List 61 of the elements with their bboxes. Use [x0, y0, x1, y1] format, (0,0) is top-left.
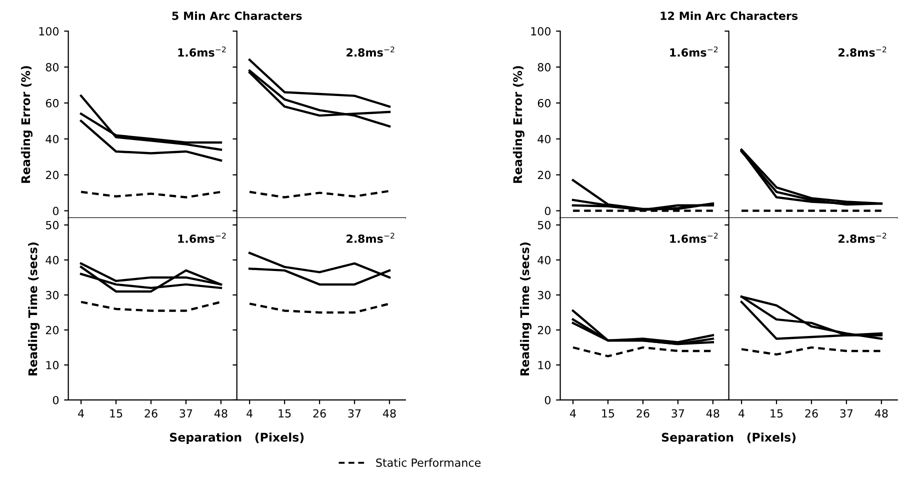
x-tick-label: 15 — [110, 409, 122, 418]
x-tick-label: 37 — [180, 409, 192, 418]
y-tick-label: 50 — [538, 220, 550, 230]
x-tick-label: 15 — [770, 409, 783, 418]
x-tick-label: 37 — [840, 409, 853, 418]
x-tick-label: 48 — [382, 409, 396, 418]
y-axis-title: Reading Time (secs) — [28, 242, 40, 376]
y-tick-label: 0 — [544, 206, 550, 216]
x-tick-label: 4 — [738, 409, 744, 418]
y-tick-label: 100 — [531, 27, 550, 36]
x-tick-label: 4 — [570, 409, 576, 418]
x-tick-label: 15 — [278, 409, 291, 418]
annotation: 2.8ms$^{−2}$ — [838, 46, 886, 57]
x-tick-label: 48 — [214, 409, 228, 418]
x-tick-label: 48 — [706, 409, 720, 418]
annotation: 1.6ms$^{−2}$ — [178, 232, 226, 243]
y-tick-label: 100 — [39, 27, 59, 36]
x-tick-label: 4 — [246, 409, 252, 418]
annotation: 1.6ms$^{−2}$ — [670, 232, 718, 243]
x-tick-label: 26 — [313, 409, 326, 418]
y-tick-label: 80 — [538, 63, 550, 72]
x-tick-label: 26 — [636, 409, 650, 418]
y-tick-label: 30 — [46, 290, 59, 300]
y-tick-label: 10 — [538, 360, 550, 370]
y-tick-label: 20 — [538, 326, 550, 334]
y-tick-label: 40 — [538, 134, 550, 144]
y-tick-label: 0 — [52, 206, 59, 216]
x-axis-title: Separation (Pixels) — [170, 432, 304, 444]
annotation: 2.8ms$^{−2}$ — [346, 46, 394, 57]
y-axis-title: Reading Error (%) — [21, 66, 33, 183]
annotation: 2.8ms$^{−2}$ — [346, 232, 394, 243]
y-tick-label: 40 — [46, 256, 59, 264]
y-tick-label: 60 — [46, 98, 59, 108]
annotation: 1.6ms$^{−2}$ — [178, 46, 226, 57]
y-tick-label: 20 — [46, 326, 59, 334]
chart-title: 5 Min Arc Characters — [172, 11, 302, 20]
x-tick-label: 15 — [602, 409, 614, 418]
annotation: 2.8ms$^{−2}$ — [838, 232, 886, 243]
y-axis-title: Reading Time (secs) — [520, 242, 532, 376]
y-tick-label: 40 — [46, 134, 59, 144]
y-tick-label: 30 — [538, 290, 550, 300]
x-tick-label: 4 — [78, 409, 84, 418]
y-tick-label: 20 — [46, 170, 59, 180]
x-tick-label: 26 — [144, 409, 158, 418]
chart-title: 12 Min Arc Characters — [660, 11, 798, 20]
y-tick-label: 80 — [46, 63, 59, 72]
x-tick-label: 37 — [672, 409, 684, 418]
x-tick-label: 26 — [805, 409, 818, 418]
y-tick-label: 50 — [46, 220, 59, 230]
x-axis-title: Separation (Pixels) — [662, 432, 796, 444]
y-tick-label: 10 — [46, 360, 59, 370]
y-tick-label: 20 — [538, 170, 550, 180]
y-tick-label: 60 — [538, 98, 550, 108]
x-tick-label: 37 — [348, 409, 361, 418]
y-axis-title: Reading Error (%) — [512, 66, 524, 183]
legend-label: Static Performance — [376, 458, 481, 467]
y-tick-label: 0 — [544, 396, 550, 404]
y-tick-label: 0 — [52, 396, 59, 404]
y-tick-label: 40 — [538, 256, 550, 264]
x-tick-label: 48 — [874, 409, 888, 418]
annotation: 1.6ms$^{−2}$ — [670, 46, 718, 57]
